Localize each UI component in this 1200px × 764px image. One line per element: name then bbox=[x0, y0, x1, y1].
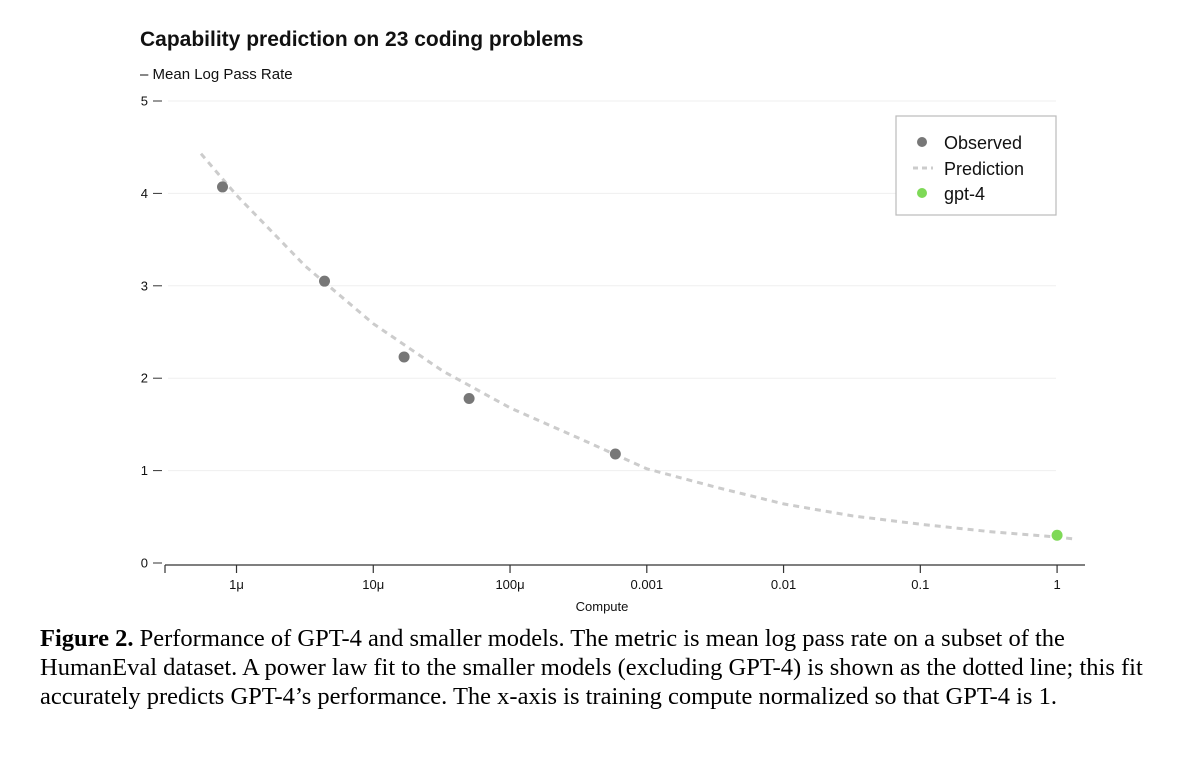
chart: Capability prediction on 23 coding probl… bbox=[140, 28, 1085, 614]
x-tick-label: 10μ bbox=[362, 577, 384, 592]
legend-prediction-label: Prediction bbox=[944, 159, 1024, 179]
legend-box bbox=[895, 115, 1057, 216]
y-axis-label: – Mean Log Pass Rate bbox=[140, 66, 293, 83]
observed-point bbox=[463, 393, 475, 405]
legend: Observed Prediction gpt-4 bbox=[895, 115, 1057, 216]
y-tick-label: 1 bbox=[141, 463, 148, 478]
y-tick-label: 5 bbox=[141, 94, 148, 109]
y-tick-label: 4 bbox=[141, 186, 148, 201]
x-tick-label: 100μ bbox=[495, 577, 524, 592]
y-tick-label: 3 bbox=[141, 278, 148, 293]
chart-title: Capability prediction on 23 coding probl… bbox=[140, 28, 583, 51]
legend-observed-label: Observed bbox=[944, 133, 1022, 153]
x-tick-label: 0.1 bbox=[911, 577, 929, 592]
legend-observed-marker bbox=[917, 137, 927, 147]
observed-point bbox=[398, 351, 410, 363]
prediction-line bbox=[199, 152, 1076, 541]
legend-gpt4-marker bbox=[917, 188, 927, 198]
figure-caption: Figure 2. Performance of GPT-4 and small… bbox=[40, 624, 1170, 711]
x-axis: 1μ 10μ 100μ 0.001 0.01 0.1 1 bbox=[164, 564, 1085, 592]
x-tick-label: 1 bbox=[1053, 577, 1060, 592]
observed-point bbox=[217, 181, 229, 193]
y-tick-label: 2 bbox=[141, 371, 148, 386]
x-tick-label: 0.001 bbox=[631, 577, 664, 592]
caption-label: Figure 2. bbox=[40, 625, 134, 652]
gpt4-point bbox=[1051, 529, 1063, 541]
x-tick-label: 1μ bbox=[229, 577, 244, 592]
y-tick-label: 0 bbox=[141, 556, 148, 571]
legend-gpt4-label: gpt-4 bbox=[944, 184, 985, 204]
plot-area bbox=[199, 152, 1076, 541]
observed-point bbox=[319, 275, 331, 287]
observed-point bbox=[609, 448, 621, 460]
x-tick-label: 0.01 bbox=[771, 577, 796, 592]
y-axis: 0 1 2 3 4 5 bbox=[141, 94, 162, 571]
caption-text: Performance of GPT-4 and smaller models.… bbox=[40, 625, 1143, 710]
x-axis-label: Compute bbox=[576, 599, 629, 614]
